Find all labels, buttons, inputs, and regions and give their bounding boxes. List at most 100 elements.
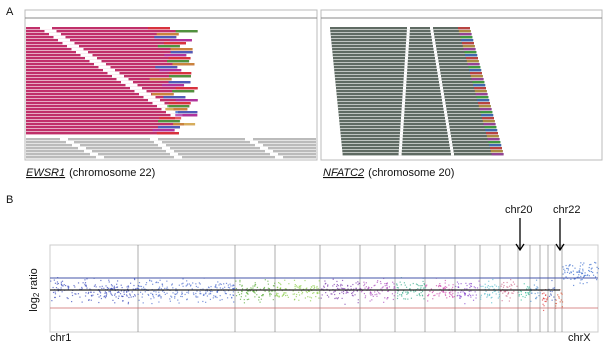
probe-point [271,294,272,295]
probe-point [341,288,342,289]
probe-point [128,302,129,303]
probe-point [137,288,138,289]
read-gap [153,102,165,104]
probe-point [129,293,130,294]
probe-point [358,283,359,284]
probe-point [538,295,539,296]
probe-point [299,286,300,287]
read-gap [437,66,440,68]
probe-point [510,279,511,280]
probe-point [411,298,412,299]
probe-point [351,293,352,294]
mismatch [154,36,176,38]
probe-point [216,297,217,298]
mismatch [468,63,480,65]
probe-point [407,293,408,294]
probe-point [182,283,183,284]
read-gap [265,150,273,152]
probe-point [196,297,197,298]
probe-point [220,295,221,296]
probe-point [385,285,386,286]
probe-point [491,302,492,303]
read [342,147,502,149]
probe-point [342,280,343,281]
probe-point [393,299,394,300]
read-gap [45,30,57,32]
mismatch [173,63,195,65]
probe-point [241,286,242,287]
probe-point [596,267,597,268]
probe-point [283,294,284,295]
probe-point [245,295,246,296]
probe-point [496,293,497,294]
probe-point [279,283,280,284]
probe-point [265,291,266,292]
probe-point [319,291,320,292]
read-gap [139,93,151,95]
probe-point [438,295,439,296]
probe-point [424,283,425,284]
probe-point [149,280,150,281]
probe-point [177,300,178,301]
probe-point [296,294,297,295]
probe-point [546,301,547,302]
probe-point [457,295,458,296]
read-gap [260,147,268,149]
probe-point [120,293,121,294]
probe-point [377,290,378,291]
probe-point [323,286,324,287]
read [340,126,497,128]
caption-text: (chromosome 20) [368,167,454,179]
probe-point [67,298,68,299]
probe-point [337,284,338,285]
mismatch [488,138,500,140]
probe-point [555,305,556,306]
probe-point [476,294,477,295]
probe-point [507,287,508,288]
read-gap [450,147,453,149]
probe-point [301,293,302,294]
probe-point [364,293,365,294]
mismatch [461,39,473,41]
mismatch [158,45,180,47]
probe-point [138,285,139,286]
mismatch [169,57,191,59]
probe-point [397,285,398,286]
caption-text: (chromosome 22) [69,167,155,179]
probe-point [186,292,187,293]
probe-point [142,296,143,297]
probe-point [55,283,56,284]
probe-point [477,287,478,288]
read-gap [447,126,450,128]
mismatch [164,42,186,44]
probe-point [422,285,423,286]
probe-point [552,300,553,301]
probe-point [573,271,574,272]
probe-point [464,295,465,296]
probe-point [294,280,295,281]
probe-point [578,276,579,277]
probe-point [475,297,476,298]
read [26,102,191,104]
probe-point [562,301,563,302]
probe-point [312,285,313,286]
probe-point [164,292,165,293]
probe-point [239,281,240,282]
probe-point [192,282,193,283]
probe-point [295,284,296,285]
probe-point [228,287,229,288]
read-gap [81,54,93,56]
read [26,138,316,140]
probe-point [221,299,222,300]
probe-point [159,295,160,296]
probe-point [229,287,230,288]
probe-point [235,281,236,282]
mismatch [477,99,489,101]
probe-point [561,299,562,300]
probe-point [105,291,106,292]
probe-point [405,285,406,286]
probe-point [543,310,544,311]
read-gap [402,108,405,110]
mismatch [479,105,491,107]
probe-point [176,293,177,294]
